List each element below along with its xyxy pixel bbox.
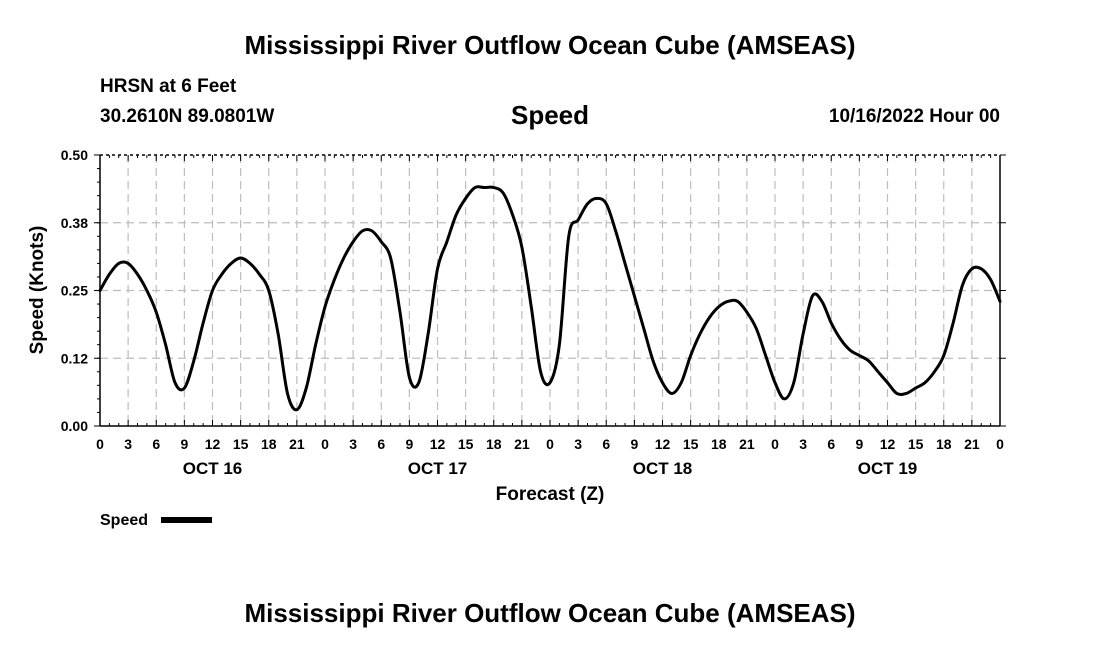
x-tick-label: 6 bbox=[377, 436, 385, 452]
legend-label: Speed bbox=[100, 512, 148, 529]
y-tick-label: 0.25 bbox=[61, 283, 88, 299]
y-tick-label: 0.50 bbox=[61, 147, 88, 163]
x-tick-label: 18 bbox=[936, 436, 952, 452]
y-axis-label: Speed (Knots) bbox=[27, 226, 48, 355]
x-tick-label: 0 bbox=[996, 436, 1004, 452]
x-tick-label: 15 bbox=[683, 436, 699, 452]
tick-labels: 0 3 6 9 12 15 18 21 0 3 6 9 12 15 18 21 0 3 6 9 12 15 18 21 0 3 6 9… bbox=[61, 147, 1004, 478]
x-tick-label: 15 bbox=[233, 436, 249, 452]
chart-main-title: Mississippi River Outflow Ocean Cube (AM… bbox=[244, 30, 856, 60]
station-label: HRSN at 6 Feet bbox=[100, 76, 237, 97]
x-tick-label: 9 bbox=[405, 436, 413, 452]
series-layer bbox=[98, 185, 1002, 412]
coordinates-label: 30.2610N 89.0801W bbox=[100, 106, 275, 127]
x-tick-label: 21 bbox=[739, 436, 755, 452]
day-label: OCT 18 bbox=[633, 459, 693, 478]
y-tick-label: 0.12 bbox=[61, 350, 88, 366]
y-tick-label: 0.38 bbox=[61, 215, 88, 231]
x-tick-label: 6 bbox=[602, 436, 610, 452]
variable-title: Speed bbox=[510, 100, 590, 130]
x-tick-label: 12 bbox=[430, 436, 446, 452]
x-tick-label: 0 bbox=[771, 436, 779, 452]
x-tick-label: 6 bbox=[152, 436, 160, 452]
day-label: OCT 19 bbox=[858, 459, 918, 478]
x-tick-label: 3 bbox=[124, 436, 132, 452]
legend-swatch bbox=[161, 517, 212, 523]
chart-footer-title: Mississippi River Outflow Ocean Cube (AM… bbox=[244, 598, 856, 628]
x-tick-label: 0 bbox=[321, 436, 329, 452]
datetime-label: 10/16/2022 Hour 00 bbox=[828, 106, 1000, 127]
x-tick-label: 9 bbox=[630, 436, 638, 452]
x-tick-label: 21 bbox=[964, 436, 980, 452]
x-tick-label: 3 bbox=[349, 436, 357, 452]
x-tick-label: 18 bbox=[261, 436, 277, 452]
grid-lines bbox=[100, 155, 1000, 426]
x-tick-label: 3 bbox=[574, 436, 582, 452]
day-label: OCT 17 bbox=[408, 459, 468, 478]
x-tick-label: 15 bbox=[908, 436, 924, 452]
x-tick-label: 9 bbox=[180, 436, 188, 452]
x-axis-label: Forecast (Z) bbox=[496, 484, 605, 505]
x-tick-label: 9 bbox=[855, 436, 863, 452]
tick-marks bbox=[94, 154, 1006, 427]
x-tick-label: 21 bbox=[289, 436, 305, 452]
x-tick-label: 12 bbox=[880, 436, 896, 452]
x-tick-label: 0 bbox=[546, 436, 554, 452]
x-tick-label: 6 bbox=[827, 436, 835, 452]
x-tick-label: 21 bbox=[514, 436, 530, 452]
x-tick-label: 3 bbox=[799, 436, 807, 452]
x-tick-label: 12 bbox=[655, 436, 671, 452]
x-tick-label: 15 bbox=[458, 436, 474, 452]
speed-series-line bbox=[98, 185, 1002, 412]
x-tick-label: 12 bbox=[205, 436, 221, 452]
x-tick-label: 18 bbox=[486, 436, 502, 452]
x-tick-label: 0 bbox=[96, 436, 104, 452]
x-tick-label: 18 bbox=[711, 436, 727, 452]
y-tick-label: 0.00 bbox=[61, 418, 88, 434]
day-label: OCT 16 bbox=[183, 459, 243, 478]
